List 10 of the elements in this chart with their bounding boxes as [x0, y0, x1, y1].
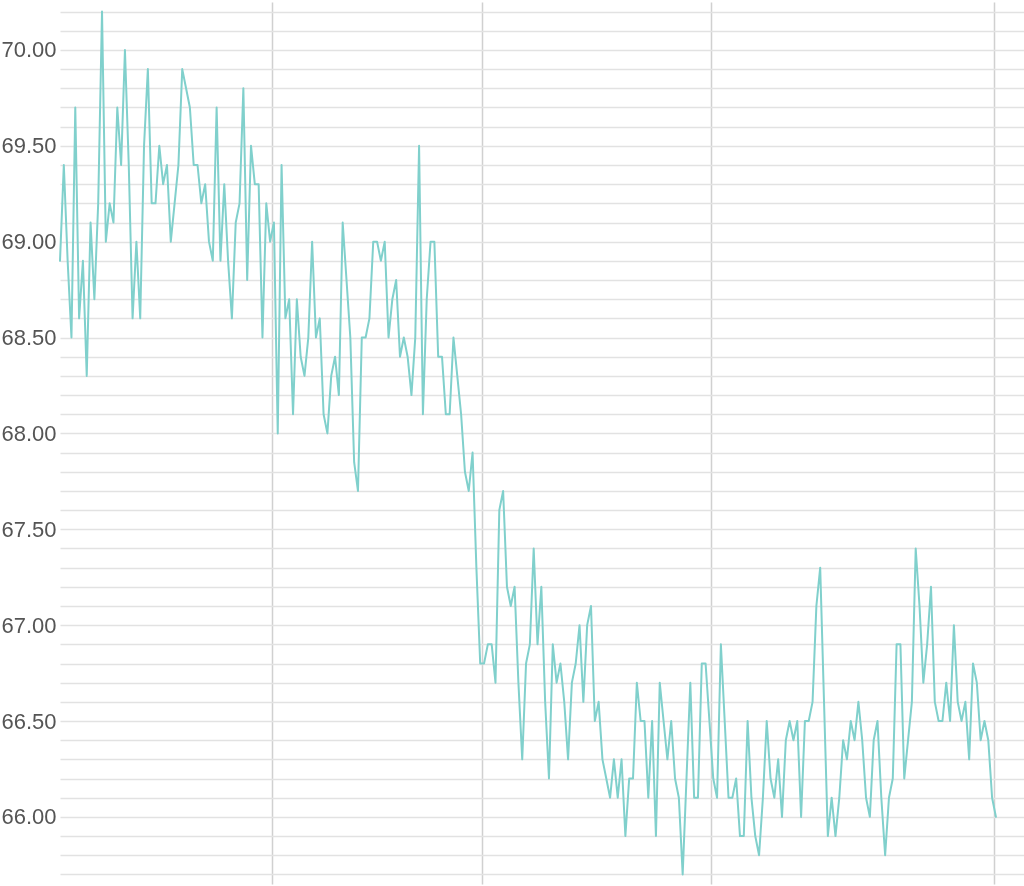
line-series	[59, 10, 997, 876]
y-tick-label: 68.00	[1, 420, 57, 446]
y-tick-label: 67.00	[1, 612, 57, 638]
y-tick-label: 70.00	[1, 37, 57, 63]
y-tick-label: 68.50	[1, 325, 57, 351]
y-tick-label: 66.00	[1, 804, 57, 830]
y-tick-label: 69.00	[1, 229, 57, 255]
y-tick-label: 66.50	[1, 708, 57, 734]
y-tick-label: 67.50	[1, 516, 57, 542]
y-tick-label: 69.50	[1, 133, 57, 159]
